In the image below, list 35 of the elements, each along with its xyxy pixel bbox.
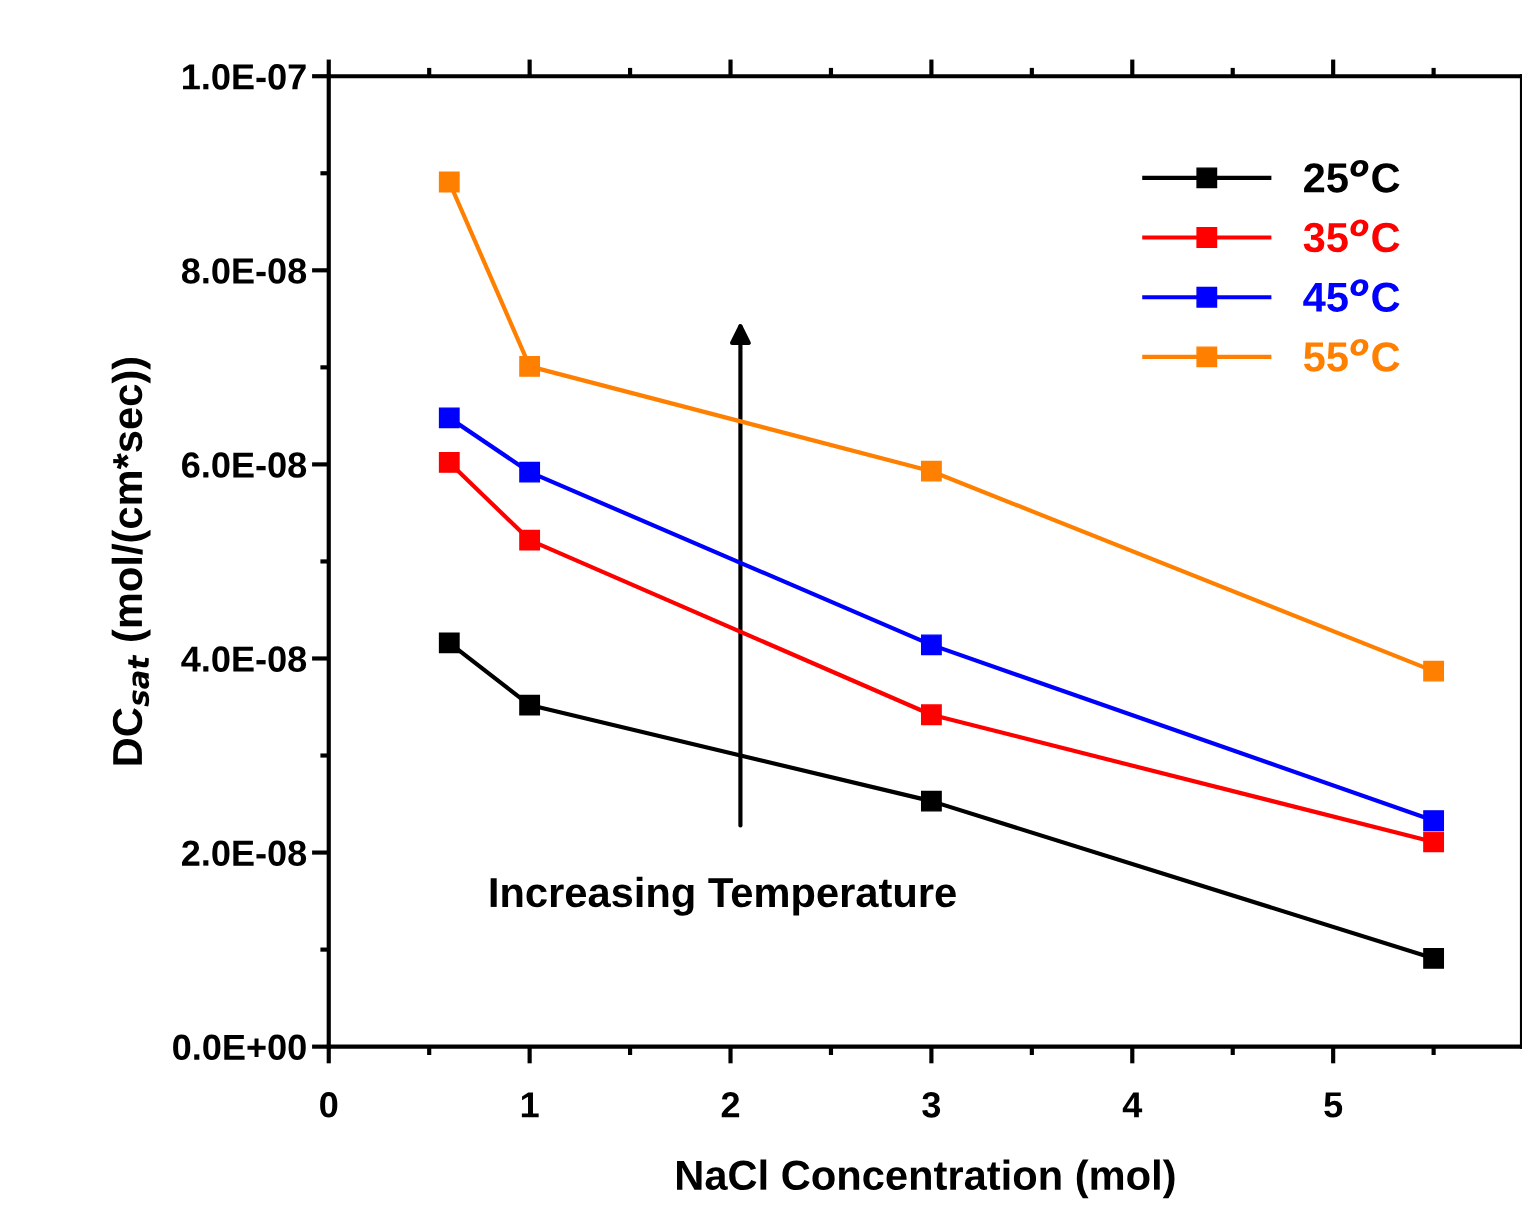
- y-tick-label: 6.0E-08: [182, 452, 307, 478]
- legend-label: 45$^{o}$C: [1303, 279, 1400, 312]
- point: [1423, 831, 1445, 853]
- legend-label: 55$^{o}$C: [1303, 338, 1400, 372]
- point: [920, 704, 942, 726]
- y-axis-title: DC$_{sat}$ (mol/(cm*sec)): [111, 357, 151, 765]
- point: [519, 461, 541, 483]
- x-axis-title: NaCl Concentration (mol): [677, 1159, 1175, 1199]
- legend-label: 35$^{o}$C: [1303, 219, 1400, 253]
- point: [438, 407, 460, 429]
- x-tick-label: 4: [1122, 1092, 1143, 1118]
- point: [519, 355, 541, 377]
- point: [1423, 660, 1445, 682]
- point: [438, 171, 460, 193]
- x-tick-label: 0: [320, 1092, 338, 1118]
- legend-label: 25$^{o}$C: [1304, 159, 1400, 193]
- y-tick-label: 4.0E-08: [181, 646, 307, 672]
- point: [920, 790, 942, 812]
- point: [519, 529, 541, 551]
- y-tick-label: 0.0E+00: [173, 1034, 306, 1061]
- y-tick-label: 1.0E-07: [183, 64, 306, 90]
- y-tick-label: 8.0E-08: [181, 258, 307, 284]
- x-tick-label: 2: [721, 1092, 740, 1118]
- x-tick-label: 5: [1324, 1092, 1343, 1118]
- point: [519, 694, 541, 716]
- x-tick-label: 1: [521, 1092, 539, 1118]
- point: [438, 632, 460, 654]
- point: [1423, 810, 1445, 831]
- point: [1423, 947, 1445, 969]
- point: [438, 452, 460, 473]
- point: [920, 634, 942, 656]
- y-tick-label: 2.0E-08: [182, 840, 307, 867]
- x-tick-label: 3: [922, 1092, 941, 1118]
- point: [920, 460, 942, 482]
- annotation: Increasing Temperature: [490, 876, 956, 916]
